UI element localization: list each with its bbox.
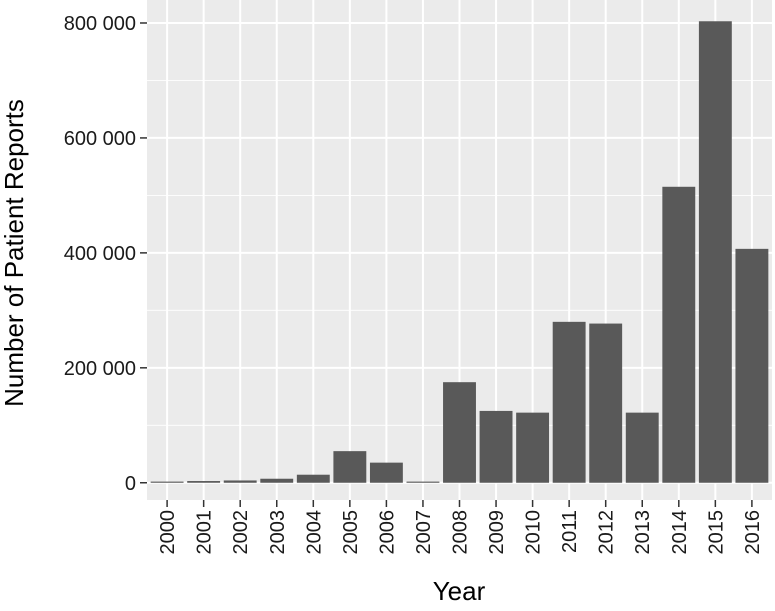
bar	[369, 462, 403, 483]
x-tick-label: 2002	[230, 510, 252, 555]
bar	[443, 382, 476, 483]
bar	[223, 480, 257, 483]
y-tick-label: 800 000	[64, 13, 136, 35]
bar	[625, 412, 659, 483]
bar	[662, 186, 696, 483]
y-axis-title: Number of Patient Reports	[0, 99, 29, 407]
x-tick-label: 2009	[486, 510, 508, 555]
x-tick-label: 2014	[669, 510, 691, 555]
x-tick-label: 2006	[376, 510, 398, 555]
bar	[698, 21, 732, 483]
bar	[187, 481, 221, 483]
y-tick-label: 600 000	[64, 128, 136, 150]
x-tick-label: 2012	[596, 510, 618, 555]
bar	[296, 474, 330, 483]
bar	[150, 481, 184, 483]
x-tick-label: 2015	[705, 510, 727, 555]
x-tick-label: 2001	[194, 510, 216, 555]
x-tick-label: 2005	[340, 510, 362, 555]
x-tick-label: 2016	[742, 510, 764, 555]
x-tick-label: 2003	[267, 510, 289, 555]
x-tick-label: 2000	[157, 510, 179, 555]
bar	[333, 451, 367, 483]
bar	[406, 481, 440, 483]
bar	[589, 323, 623, 483]
bars	[150, 21, 769, 483]
y-tick-label: 200 000	[64, 358, 136, 380]
bar	[260, 478, 294, 483]
bar	[479, 410, 513, 483]
y-tick-label: 400 000	[64, 243, 136, 265]
bar	[552, 321, 586, 483]
x-tick-label: 2013	[632, 510, 654, 555]
x-tick-label: 2007	[413, 510, 435, 555]
bar	[735, 248, 769, 483]
y-axis-ticks: 0 200 000 400 000 600 000 800 000	[64, 13, 147, 495]
x-tick-label: 2010	[523, 510, 545, 555]
x-tick-label: 2004	[303, 510, 325, 555]
x-tick-label: 2008	[450, 510, 472, 555]
bar	[516, 412, 550, 483]
y-tick-label: 0	[125, 473, 136, 495]
x-axis-title: Year	[433, 576, 486, 606]
x-axis-ticks: 2000 2001 2002 2003 2004 2005 2006 2007 2008 2009…	[157, 500, 764, 555]
x-tick-label: 2011	[559, 510, 581, 553]
